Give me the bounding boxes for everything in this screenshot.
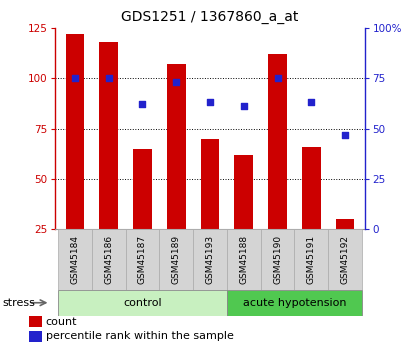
Point xyxy=(105,75,112,81)
Bar xyxy=(58,290,227,316)
Text: GSM45190: GSM45190 xyxy=(273,235,282,284)
Point xyxy=(240,104,247,109)
Bar xyxy=(167,64,186,229)
Point xyxy=(308,99,315,105)
Point xyxy=(71,75,78,81)
Text: GSM45187: GSM45187 xyxy=(138,235,147,284)
Bar xyxy=(29,316,42,327)
Bar xyxy=(201,139,219,229)
Text: GSM45189: GSM45189 xyxy=(172,235,181,284)
Text: stress: stress xyxy=(2,298,35,308)
Text: GSM45192: GSM45192 xyxy=(341,235,349,284)
Bar xyxy=(193,229,227,290)
Bar xyxy=(261,229,294,290)
Bar xyxy=(294,229,328,290)
Text: GSM45184: GSM45184 xyxy=(71,235,79,284)
Text: GSM45186: GSM45186 xyxy=(104,235,113,284)
Bar xyxy=(302,147,320,229)
Bar xyxy=(336,219,354,229)
Text: GSM45188: GSM45188 xyxy=(239,235,248,284)
Text: acute hypotension: acute hypotension xyxy=(243,298,346,308)
Point xyxy=(207,99,213,105)
Bar xyxy=(227,290,362,316)
Point xyxy=(173,79,180,85)
Text: control: control xyxy=(123,298,162,308)
Bar xyxy=(58,229,92,290)
Bar xyxy=(234,155,253,229)
Point xyxy=(274,75,281,81)
Point xyxy=(342,132,349,137)
Bar xyxy=(92,229,126,290)
Bar xyxy=(159,229,193,290)
Text: percentile rank within the sample: percentile rank within the sample xyxy=(46,331,234,341)
Text: GSM45193: GSM45193 xyxy=(205,235,215,284)
Bar xyxy=(328,229,362,290)
Text: count: count xyxy=(46,317,77,327)
Title: GDS1251 / 1367860_a_at: GDS1251 / 1367860_a_at xyxy=(121,10,299,24)
Bar xyxy=(227,229,261,290)
Bar xyxy=(66,34,84,229)
Bar xyxy=(126,229,159,290)
Text: GSM45191: GSM45191 xyxy=(307,235,316,284)
Bar xyxy=(133,149,152,229)
Bar xyxy=(29,331,42,342)
Point xyxy=(139,101,146,107)
Bar xyxy=(268,54,287,229)
Bar xyxy=(100,42,118,229)
